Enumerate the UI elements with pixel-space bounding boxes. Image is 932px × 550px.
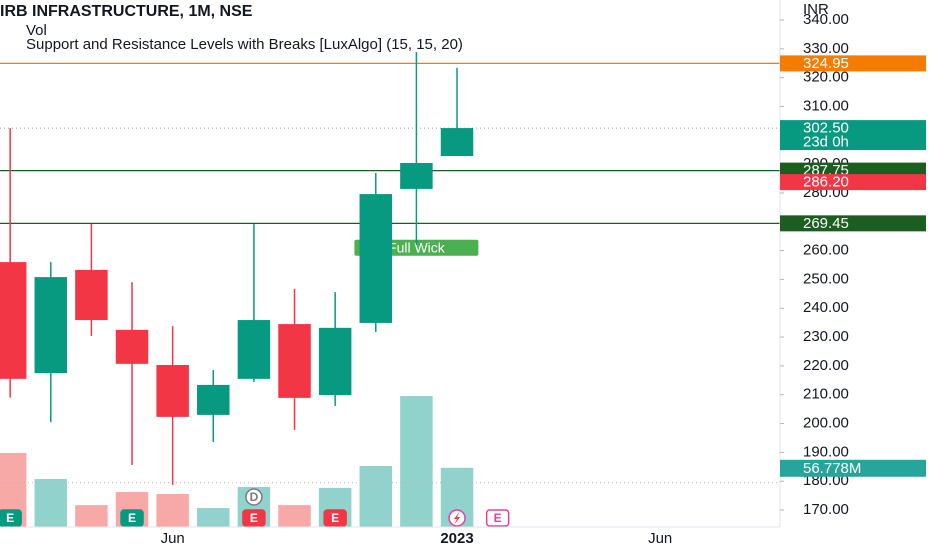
- x-tick-label: Jun: [161, 530, 185, 547]
- x-tick-label: Jun: [648, 530, 672, 547]
- event-marker: [0, 509, 22, 527]
- x-tick-label: 2023: [440, 530, 473, 547]
- event-marker: [242, 509, 266, 527]
- event-marker: [245, 488, 263, 506]
- candle-body: [34, 277, 68, 374]
- event-label: D: [250, 490, 259, 504]
- volume-bar: [75, 505, 108, 527]
- event-marker: [485, 509, 510, 527]
- level-label: 269.45: [803, 215, 849, 232]
- y-tick-label: 230.00: [803, 328, 849, 345]
- event-label: E: [128, 511, 136, 525]
- volume-title: Vol: [26, 22, 47, 39]
- candle-body: [359, 194, 393, 323]
- volume-bar: [156, 494, 189, 527]
- candle-body: [156, 365, 189, 417]
- y-tick-label: 210.00: [803, 386, 849, 403]
- level-countdown: 23d 0h: [803, 134, 849, 151]
- candle-body: [75, 269, 108, 321]
- candle-body: [197, 384, 230, 415]
- event-label: E: [6, 511, 14, 525]
- event-label: E: [250, 511, 258, 525]
- subtitle: Support and Resistance Levels with Break…: [26, 36, 463, 53]
- y-tick-label: 200.00: [803, 414, 849, 431]
- level-label-bg: [780, 215, 926, 232]
- event-icon: [454, 511, 461, 525]
- volume-label-bg: [780, 459, 926, 477]
- candle-body: [400, 162, 433, 189]
- annotation: Full Wick: [388, 239, 446, 255]
- price-axis: 170.00180.00190.00200.00210.00220.00230.…: [780, 11, 926, 518]
- y-tick-label: 220.00: [803, 357, 849, 374]
- event-marker: [323, 509, 347, 527]
- level-label-bg: [780, 120, 926, 151]
- candle-body: [237, 320, 271, 379]
- y-tick-label: 320.00: [803, 69, 849, 86]
- candle-body: [0, 262, 27, 379]
- candle-body: [318, 327, 352, 395]
- level-label: 286.20: [803, 174, 849, 191]
- candle-body: [115, 329, 149, 364]
- chart-title: IRB INFRASTRUCTURE, 1M, NSE: [0, 3, 253, 20]
- y-tick-label: 330.00: [803, 40, 849, 57]
- currency: INR: [803, 1, 829, 18]
- volume-bar: [278, 505, 311, 527]
- volume-bar: [359, 465, 393, 527]
- y-tick-label: 310.00: [803, 97, 849, 114]
- level-label: 302.50: [803, 120, 849, 137]
- y-tick-label: 170.00: [803, 501, 849, 518]
- volume-label: 56.778M: [803, 460, 861, 477]
- event-marker: [120, 509, 144, 527]
- y-tick-label: 340.00: [803, 11, 849, 28]
- subtitle-wrap: Support and Resistance Levels with Break…: [26, 36, 463, 53]
- level-label-bg: [780, 55, 926, 72]
- y-tick-label: 240.00: [803, 299, 849, 316]
- y-tick-label: 190.00: [803, 443, 849, 460]
- event-label: E: [331, 511, 339, 525]
- candle-body: [440, 128, 474, 157]
- event-label: E: [494, 511, 502, 525]
- candle-body: [278, 324, 311, 398]
- volume-bar: [34, 479, 68, 527]
- y-tick-label: 250.00: [803, 270, 849, 287]
- level-label: 324.95: [803, 55, 849, 72]
- y-tick-label: 260.00: [803, 242, 849, 259]
- volume-bar: [197, 508, 230, 527]
- volume-bar: [400, 396, 433, 527]
- level-label-bg: [780, 174, 926, 191]
